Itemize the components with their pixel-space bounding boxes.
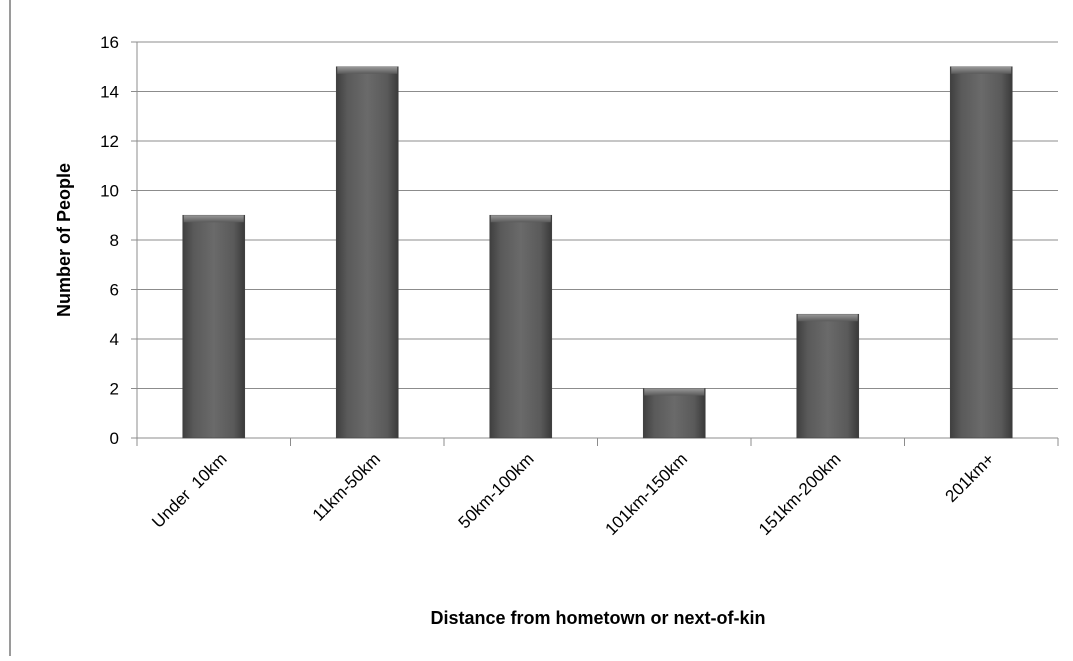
bar bbox=[335, 66, 399, 439]
bar bbox=[642, 388, 706, 439]
y-axis-title: Number of People bbox=[54, 163, 74, 317]
bar-bevel bbox=[644, 388, 705, 396]
y-tick-label: 4 bbox=[110, 330, 119, 349]
axes bbox=[131, 41, 1059, 446]
y-tick-label: 8 bbox=[110, 231, 119, 250]
left-border-line bbox=[9, 0, 11, 656]
gridlines bbox=[137, 41, 1058, 389]
x-tick-label: 101km-150km bbox=[601, 449, 691, 539]
x-tick-label: 50km-100km bbox=[455, 449, 538, 532]
x-tick-label: 201km+ bbox=[942, 449, 999, 506]
x-tick-label: 11km-50km bbox=[309, 449, 384, 524]
y-tick-label: 16 bbox=[100, 33, 119, 52]
y-tick-label: 12 bbox=[100, 132, 119, 151]
y-tick-label: 10 bbox=[100, 182, 119, 201]
y-tick-label: 0 bbox=[110, 429, 119, 448]
bar bbox=[796, 313, 860, 439]
bar bbox=[182, 214, 246, 439]
x-tick-label: 151km-200km bbox=[755, 449, 845, 539]
bar bbox=[489, 214, 553, 439]
bar-bevel bbox=[337, 66, 398, 74]
x-tick-labels: Under 10km 11km-50km 50km-100km 101km-150km… bbox=[148, 449, 998, 539]
x-tick-label: Under 10km bbox=[148, 449, 230, 531]
bar-bevel bbox=[490, 215, 551, 223]
bar bbox=[949, 66, 1013, 439]
bar-bevel bbox=[183, 215, 244, 223]
bar-bevel bbox=[797, 314, 858, 322]
y-tick-label: 14 bbox=[100, 83, 119, 102]
y-tick-label: 6 bbox=[110, 281, 119, 300]
y-tick-label: 2 bbox=[110, 380, 119, 399]
bars bbox=[182, 66, 1013, 439]
x-axis-title: Distance from hometown or next-of-kin bbox=[430, 608, 765, 628]
bar-bevel bbox=[951, 66, 1012, 74]
y-tick-labels: 0 2 4 6 8 10 12 14 16 bbox=[100, 33, 119, 448]
